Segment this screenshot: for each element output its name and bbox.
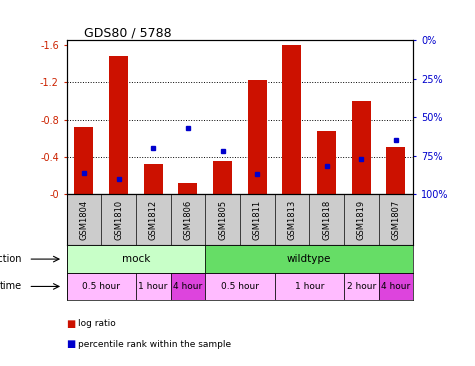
Bar	[66, 273, 136, 300]
Text: 1 hour: 1 hour	[139, 282, 168, 291]
Text: time: time	[0, 281, 21, 291]
Text: GSM1812: GSM1812	[149, 200, 158, 240]
Bar	[143, 164, 163, 194]
Bar	[275, 273, 344, 300]
Text: 2 hour: 2 hour	[347, 282, 376, 291]
Bar	[317, 131, 336, 194]
Text: 1 hour: 1 hour	[294, 282, 324, 291]
Text: infection: infection	[0, 254, 21, 264]
Bar	[171, 273, 205, 300]
Text: GDS80 / 5788: GDS80 / 5788	[84, 26, 171, 39]
Bar	[178, 183, 198, 194]
Bar	[74, 127, 94, 194]
Text: GSM1819: GSM1819	[357, 200, 366, 240]
Text: wildtype: wildtype	[287, 254, 332, 264]
Text: log ratio: log ratio	[78, 320, 116, 328]
Bar	[205, 246, 413, 273]
Text: GSM1810: GSM1810	[114, 200, 123, 240]
Bar	[344, 273, 379, 300]
Bar	[386, 147, 406, 194]
Text: GSM1807: GSM1807	[391, 199, 400, 240]
Bar	[352, 101, 371, 194]
Text: ■: ■	[66, 339, 76, 349]
Bar	[205, 273, 275, 300]
Bar	[109, 56, 128, 194]
Bar	[379, 273, 413, 300]
Text: 0.5 hour: 0.5 hour	[82, 282, 120, 291]
Bar	[247, 81, 267, 194]
Text: ■: ■	[66, 319, 76, 329]
Text: GSM1813: GSM1813	[287, 199, 296, 240]
Text: percentile rank within the sample: percentile rank within the sample	[78, 340, 231, 348]
Text: GSM1806: GSM1806	[183, 199, 192, 240]
Text: 0.5 hour: 0.5 hour	[221, 282, 259, 291]
Text: mock: mock	[122, 254, 150, 264]
Text: 4 hour: 4 hour	[381, 282, 410, 291]
Text: GSM1805: GSM1805	[218, 200, 227, 240]
Bar	[213, 161, 232, 194]
Bar	[282, 45, 302, 194]
Bar	[136, 273, 171, 300]
Bar	[66, 246, 205, 273]
Text: GSM1811: GSM1811	[253, 200, 262, 240]
Text: GSM1818: GSM1818	[322, 199, 331, 240]
Text: GSM1804: GSM1804	[79, 200, 88, 240]
Text: 4 hour: 4 hour	[173, 282, 202, 291]
